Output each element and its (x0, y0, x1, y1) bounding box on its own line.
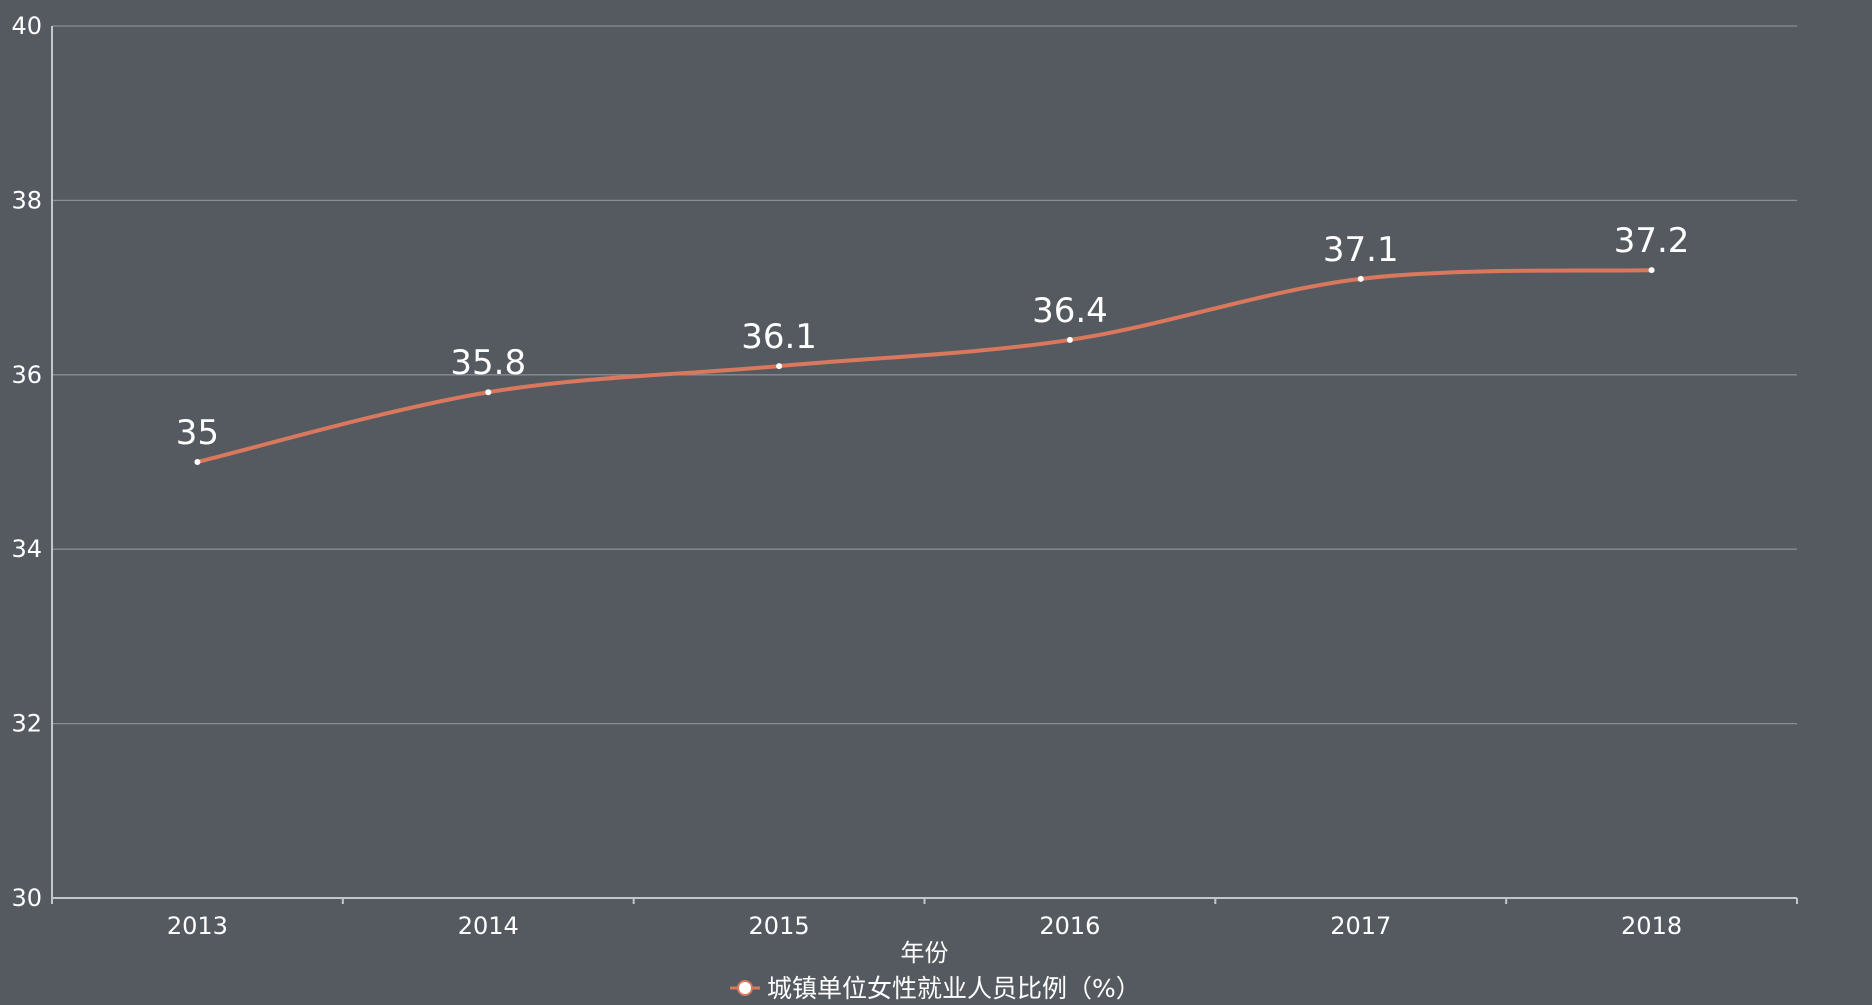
series-layer (194, 267, 1655, 465)
data-point-2014 (485, 389, 492, 396)
x-tick-label-2014: 2014 (458, 912, 519, 940)
legend-dot-marker (737, 980, 753, 996)
data-point-2013 (194, 459, 201, 465)
data-point-2016 (1066, 336, 1073, 343)
data-label-2017: 37.1 (1323, 230, 1399, 270)
y-tick-label-38: 38 (11, 186, 42, 214)
y-tick-label-32: 32 (11, 710, 42, 738)
data-label-2015: 36.1 (741, 317, 817, 357)
legend[interactable]: 城镇单位女性就业人员比例（%） (730, 974, 1141, 1003)
x-tick-label-2017: 2017 (1330, 912, 1391, 940)
y-tick-label-30: 30 (11, 884, 42, 912)
y-axis-ticks: 30 32 34 36 38 40 (11, 12, 42, 912)
x-tick-label-2013: 2013 (167, 912, 228, 940)
data-label-2016: 36.4 (1032, 291, 1108, 331)
axes (51, 26, 1797, 899)
data-point-2017 (1357, 275, 1364, 282)
data-label-2013: 35 (176, 413, 219, 453)
data-point-2018 (1648, 267, 1655, 274)
y-tick-label-40: 40 (11, 12, 42, 40)
x-tick-label-2015: 2015 (749, 912, 810, 940)
data-labels: 35 35.8 36.1 36.4 37.1 37.2 (176, 221, 1690, 453)
data-point-2015 (776, 363, 783, 370)
grid-lines (52, 25, 1797, 725)
x-tick-label-2016: 2016 (1039, 912, 1100, 940)
legend-series-label: 城镇单位女性就业人员比例（%） (767, 974, 1141, 1003)
x-tick-label-2018: 2018 (1621, 912, 1682, 940)
x-axis-ticks: 2013 2014 2015 2016 2017 2018 (51, 898, 1798, 940)
data-label-2014: 35.8 (450, 343, 526, 383)
x-axis-title: 年份 (901, 939, 949, 967)
y-tick-label-34: 34 (11, 535, 42, 563)
data-label-2018: 37.2 (1614, 221, 1690, 261)
series-line (195, 268, 1654, 464)
y-tick-label-36: 36 (11, 361, 42, 389)
